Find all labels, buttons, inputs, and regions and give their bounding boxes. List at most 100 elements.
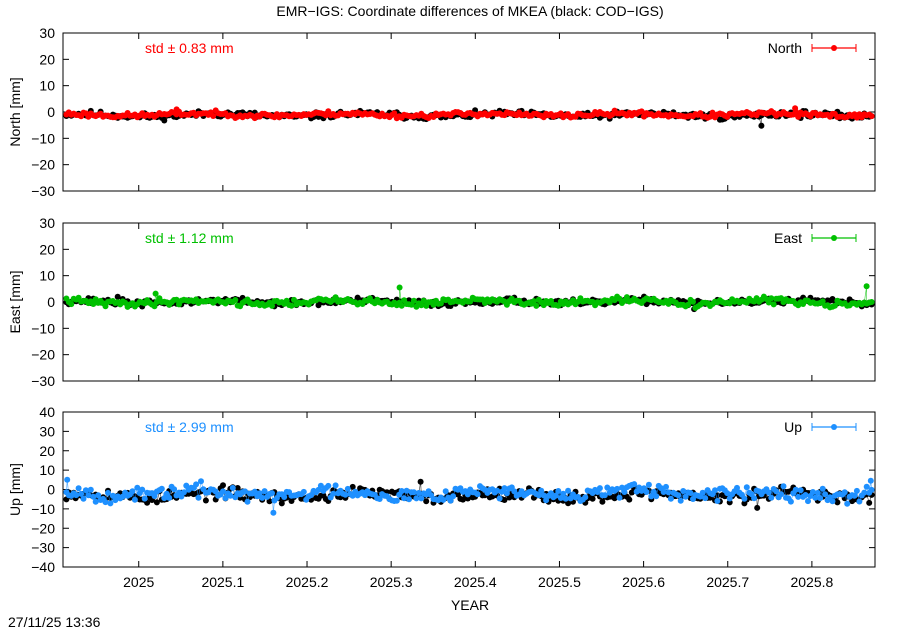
legend-marker <box>831 235 837 241</box>
data-point <box>709 109 716 116</box>
data-point <box>795 493 802 500</box>
data-point <box>535 492 542 499</box>
data-point <box>220 482 226 489</box>
data-layer <box>63 105 875 129</box>
y-tick-label: −10 <box>31 501 55 517</box>
data-point <box>863 483 870 490</box>
data-point <box>198 478 204 485</box>
legend-marker <box>831 45 837 51</box>
data-point <box>501 497 508 503</box>
y-axis-label: Up [mm] <box>7 463 23 516</box>
y-tick-label: −30 <box>31 540 55 556</box>
data-point <box>417 478 424 485</box>
x-tick-label: 2025 <box>123 574 154 590</box>
panel-north: −30 −20 −10 0 10 20 30 North [mm] std ± 0.83 mm N… <box>7 25 876 199</box>
data-point <box>95 492 102 499</box>
data-point <box>398 302 405 309</box>
data-point <box>344 485 351 492</box>
data-point <box>734 484 740 491</box>
panel-up: −40 −30 −20 −10 0 10 20 30 40 Up [mm] std ± 2.99 m… <box>7 404 876 575</box>
data-point <box>714 498 721 504</box>
y-tick-label: 40 <box>39 404 55 420</box>
x-tick-label: 2025.7 <box>706 574 749 590</box>
y-tick-label: 20 <box>39 241 55 257</box>
y-tick-label: 10 <box>39 268 55 284</box>
data-point <box>814 489 821 496</box>
data-point <box>712 487 718 494</box>
x-tick-label: 2025.1 <box>201 574 244 590</box>
data-point <box>604 484 611 491</box>
data-point <box>560 490 567 497</box>
x-tick-label: 2025.6 <box>622 574 665 590</box>
data-point <box>210 113 217 119</box>
legend: East <box>774 230 857 246</box>
y-tick-label: −30 <box>31 373 55 389</box>
data-point <box>540 492 547 499</box>
data-point <box>102 303 109 310</box>
x-tick-label: 2025.5 <box>538 574 581 590</box>
y-tick-label: 30 <box>39 215 55 231</box>
data-point <box>90 493 97 500</box>
data-point <box>251 488 258 495</box>
data-point <box>648 493 655 500</box>
x-axis-label: YEAR <box>451 597 489 613</box>
data-point <box>300 488 307 495</box>
data-point <box>403 487 410 494</box>
data-point <box>494 487 501 494</box>
data-point <box>92 498 99 505</box>
data-point <box>464 491 471 498</box>
data-point <box>139 486 146 493</box>
data-point <box>538 487 545 494</box>
legend: Up <box>784 419 857 435</box>
data-point <box>410 297 417 304</box>
data-point <box>601 492 608 499</box>
data-point <box>202 497 209 504</box>
legend-label: North <box>768 40 802 56</box>
data-point <box>278 500 285 507</box>
data-point <box>459 496 466 503</box>
data-point <box>754 504 761 511</box>
data-point <box>685 301 692 308</box>
data-point <box>171 486 178 493</box>
data-point <box>863 283 870 290</box>
data-point <box>73 492 80 499</box>
data-point <box>68 301 75 308</box>
y-tick-label: 20 <box>39 51 55 67</box>
data-point <box>442 488 449 495</box>
data-point <box>173 296 180 303</box>
series-east <box>63 283 875 311</box>
data-point <box>802 492 809 498</box>
data-point <box>690 298 696 305</box>
y-tick-label: 30 <box>39 25 55 41</box>
data-point <box>234 485 241 491</box>
data-point <box>193 481 200 488</box>
data-point <box>418 302 425 309</box>
std-label: std ± 2.99 mm <box>145 419 234 435</box>
y-tick-label: 10 <box>39 78 55 94</box>
y-tick-label: −20 <box>31 520 55 536</box>
data-point <box>141 495 148 502</box>
y-tick-label: 30 <box>39 423 55 439</box>
data-point <box>817 495 824 502</box>
data-point <box>795 113 802 120</box>
data-point <box>109 492 116 499</box>
data-point <box>105 489 111 496</box>
y-axis-label: North [mm] <box>7 77 23 146</box>
data-point <box>819 298 826 305</box>
data-point <box>418 495 425 502</box>
data-point <box>291 296 297 303</box>
data-point <box>131 496 138 503</box>
series-north <box>63 105 875 122</box>
data-point <box>161 117 168 124</box>
data-point <box>638 108 645 115</box>
legend-label: Up <box>784 419 802 435</box>
data-point <box>244 498 251 505</box>
data-point <box>667 495 674 502</box>
data-point <box>861 489 868 496</box>
data-point <box>665 489 672 496</box>
data-point <box>741 495 748 502</box>
data-point <box>87 486 94 493</box>
data-point <box>631 481 638 488</box>
y-tick-label: −20 <box>31 347 55 363</box>
data-point <box>393 497 400 504</box>
